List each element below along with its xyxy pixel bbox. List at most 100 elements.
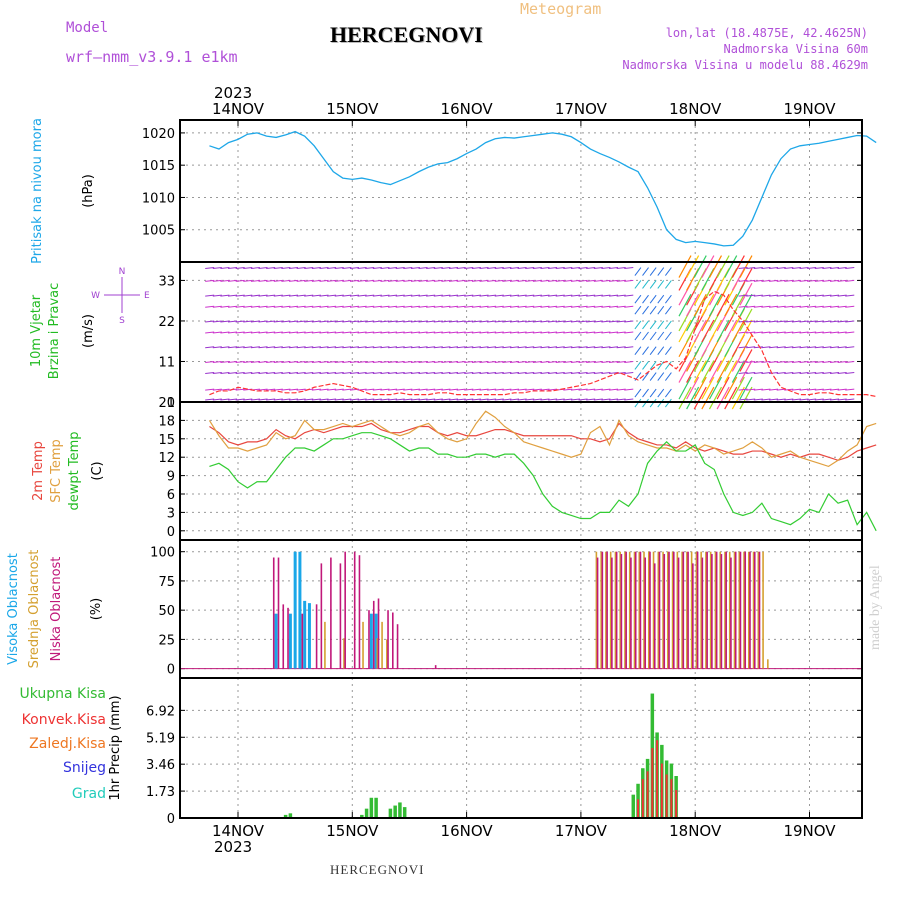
wind-arrow [578,346,588,349]
y-tick-label: 75 [158,575,175,590]
wind-arrow [657,280,665,289]
wind-arrow [578,388,588,391]
bottom-day-label: 14NOV [212,822,265,840]
wind-arrow [753,320,763,323]
wind-arrow [296,294,306,297]
wind-arrow [784,372,794,375]
y-tick-label: 18 [158,414,175,429]
wind-arrow [464,360,474,363]
wind-arrow [664,361,672,370]
convective-rain-bar [670,779,673,818]
wind-arrow [304,346,314,349]
wind-arrow [578,372,588,375]
wind-arrow [212,346,222,349]
wind-arrow [716,360,730,383]
wind-arrow [479,294,489,297]
wind-arrow [649,280,657,289]
top-day-label: 18NOV [669,100,722,118]
wind-arrow [807,398,817,401]
wind-arrow [525,388,535,391]
wind-arrow [471,267,481,270]
wind-arrow [753,305,763,308]
wind-arrow [716,386,730,410]
wind-arrow [578,305,588,308]
wind-arrow [273,372,283,375]
wind-arrow [570,346,581,349]
wind-arrow [464,388,474,391]
wind-arrow [311,388,321,391]
convective-rain-bar [646,771,649,818]
wind-arrow [448,346,459,349]
wind-arrow [724,255,738,278]
wind-arrow [525,279,535,282]
wind-arrow [380,398,390,401]
wind-arrow [616,305,626,308]
wind-arrow [372,267,382,270]
wind-arrow [349,320,360,323]
wind-arrow [837,320,847,323]
wind-arrow [642,267,649,276]
wind-arrow [578,267,588,270]
wind-arrow [296,279,306,282]
wind-arrow [281,279,291,282]
precip-legend-item: Grad [72,786,106,802]
wind-arrow [227,320,238,323]
wind-arrow [380,372,390,375]
wind-arrow [769,305,779,308]
wind-arrow [426,279,436,282]
wind-arrow [281,346,291,349]
wind-arrow [205,294,215,297]
wind-arrow [724,319,738,343]
wind-arrow [403,305,413,308]
wind-arrow [739,268,753,291]
wind-arrow [235,372,245,375]
wind-arrow [634,346,642,356]
wind-arrow [586,360,596,363]
wind-arrow [212,305,222,308]
wind-arrow [563,267,573,270]
wind-arrow [776,320,786,323]
wind-arrow [776,346,786,349]
wind-arrow [327,331,337,334]
wind-arrow [464,331,474,334]
bottom-day-label: 15NOV [326,822,379,840]
wind-arrow [479,360,489,363]
wind-arrow [273,331,283,334]
wind-arrow [365,294,375,297]
wind-arrow [657,398,665,408]
wind-arrow [205,305,215,308]
wind-arrow [807,294,817,297]
wind-arrow [555,320,565,323]
convective-rain-bar [660,763,663,818]
wind-arrow [837,372,847,375]
wind-arrow [410,360,420,363]
wind-arrow [433,305,443,308]
wind-arrow [342,388,352,391]
wind-arrow [761,372,771,375]
wind-arrow [845,320,855,323]
wind-arrow [586,320,596,323]
wind-arrow [829,360,840,363]
wind-arrow [311,320,321,323]
model-elevation-text: Nadmorska Visina u modelu 88.4629m [622,58,868,72]
wind-arrow [456,305,466,308]
wind-arrow [448,398,459,401]
wind-arrow [266,388,276,391]
wind-arrow [296,360,306,363]
y-tick-label: 9 [167,470,175,485]
wind-arrow [258,320,268,323]
wind-arrow [532,398,542,401]
wind-arrow [634,331,642,341]
total-rain-bar [631,794,636,818]
wind-arrow [319,305,329,308]
wind-arrow [616,320,626,323]
wind-arrow [220,331,230,334]
wind-arrow [349,360,360,363]
wind-arrow [288,331,299,334]
wind-arrow [410,267,420,270]
wind-arrow [441,398,451,401]
wind-arrow [372,388,382,391]
y-tick-label: 0 [167,812,175,827]
